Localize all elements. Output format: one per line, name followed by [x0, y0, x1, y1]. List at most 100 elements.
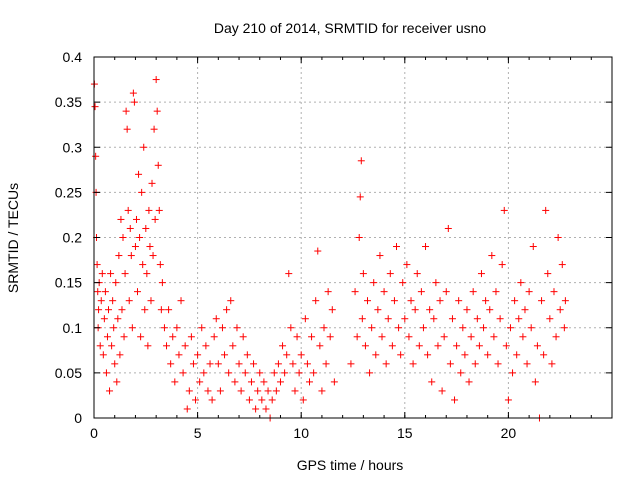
data-point: [301, 315, 309, 323]
chart-title: Day 210 of 2014, SRMTID for receiver usn…: [214, 20, 487, 36]
data-point: [486, 306, 494, 314]
data-point: [114, 315, 122, 323]
data-point: [260, 378, 268, 386]
data-point: [465, 378, 473, 386]
data-point: [200, 369, 208, 377]
data-point: [517, 279, 525, 287]
data-point: [448, 315, 456, 323]
data-point: [287, 324, 295, 332]
data-point: [368, 324, 376, 332]
y-tick-label: 0: [74, 410, 82, 426]
data-point: [110, 324, 118, 332]
data-point: [264, 387, 272, 395]
data-point: [235, 360, 243, 368]
data-point: [361, 342, 369, 350]
data-point: [473, 315, 481, 323]
data-point: [227, 297, 235, 305]
data-point: [471, 360, 479, 368]
data-point: [519, 333, 527, 341]
data-point: [444, 224, 452, 232]
x-axis: 0 5 10 15 20: [90, 57, 613, 441]
data-point: [254, 387, 262, 395]
data-point: [525, 288, 533, 296]
data-point: [93, 261, 101, 269]
data-point: [121, 270, 129, 278]
data-point: [214, 360, 222, 368]
data-point: [156, 261, 164, 269]
data-point: [504, 396, 512, 404]
data-point: [142, 224, 150, 232]
data-point: [426, 306, 434, 314]
data-point: [183, 405, 191, 413]
data-point: [552, 333, 560, 341]
data-point: [95, 306, 103, 314]
data-point: [237, 387, 245, 395]
data-point: [225, 369, 233, 377]
data-points: [90, 76, 569, 422]
data-point: [353, 333, 361, 341]
data-point: [521, 306, 529, 314]
data-point: [144, 342, 152, 350]
data-point: [484, 351, 492, 359]
data-point: [143, 270, 151, 278]
data-point: [116, 351, 124, 359]
data-point: [221, 351, 229, 359]
data-point: [181, 342, 189, 350]
data-point: [312, 297, 320, 305]
data-point: [434, 342, 442, 350]
data-point: [157, 306, 165, 314]
data-point: [202, 342, 210, 350]
data-point: [422, 243, 430, 251]
data-point: [149, 252, 157, 260]
data-point: [127, 252, 135, 260]
data-point: [140, 143, 148, 151]
data-point: [118, 306, 126, 314]
data-point: [293, 333, 301, 341]
data-point: [372, 351, 380, 359]
data-point: [374, 306, 382, 314]
data-point: [378, 333, 386, 341]
data-point: [397, 351, 405, 359]
data-point: [432, 279, 440, 287]
data-point: [359, 270, 367, 278]
data-point: [270, 369, 278, 377]
data-point: [128, 324, 136, 332]
data-point: [194, 351, 202, 359]
data-point: [382, 360, 390, 368]
y-tick-label: 0.25: [55, 184, 82, 200]
data-point: [132, 215, 140, 223]
data-point: [299, 396, 307, 404]
data-point: [490, 333, 498, 341]
data-point: [527, 324, 535, 332]
x-tick-label: 5: [194, 425, 202, 441]
data-point: [151, 215, 159, 223]
data-point: [138, 188, 146, 196]
data-point: [318, 387, 326, 395]
data-point: [102, 369, 110, 377]
data-point: [256, 369, 264, 377]
data-point: [134, 288, 142, 296]
data-point: [212, 315, 220, 323]
data-point: [453, 342, 461, 350]
data-point: [262, 405, 270, 413]
data-point: [548, 360, 556, 368]
data-point: [463, 306, 471, 314]
data-point: [502, 342, 510, 350]
data-point: [561, 297, 569, 305]
data-point: [173, 324, 181, 332]
data-point: [328, 306, 336, 314]
data-point: [243, 351, 251, 359]
data-point: [513, 351, 521, 359]
data-point: [475, 342, 483, 350]
data-point: [511, 297, 519, 305]
data-point: [415, 342, 423, 350]
data-point: [131, 243, 139, 251]
data-point: [295, 369, 303, 377]
data-point: [380, 288, 388, 296]
data-point: [498, 261, 506, 269]
data-point: [123, 125, 131, 133]
data-point: [216, 387, 224, 395]
data-point: [124, 206, 132, 214]
y-tick-label: 0.2: [63, 230, 83, 246]
data-point: [326, 333, 334, 341]
